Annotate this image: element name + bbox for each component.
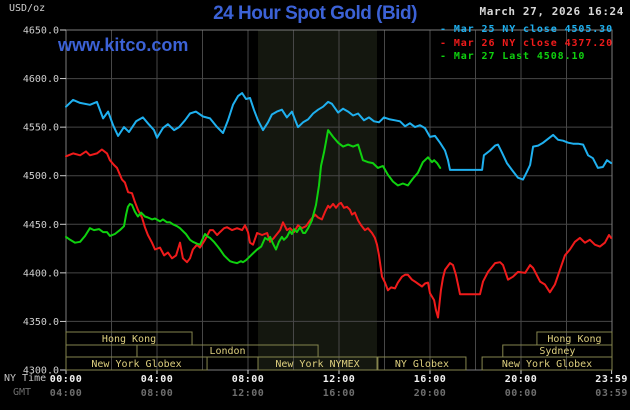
y-axis-tick-label: 4400.0 xyxy=(23,268,59,279)
y-axis-tick-label: 4550.0 xyxy=(23,123,59,134)
y-axis-unit-label: USD/oz xyxy=(9,3,46,14)
page-title: 24 Hour Spot Gold (Bid) xyxy=(213,3,417,24)
ny-time-tick-label: 08:00 xyxy=(232,374,265,385)
y-axis-tick-label: 4300.0 xyxy=(23,366,59,377)
y-axis-tick-label: 4450.0 xyxy=(23,220,59,231)
ny-time-tick-label: 20:00 xyxy=(505,374,538,385)
session-label: New York Globex xyxy=(91,359,181,370)
session-box-new-york-globex xyxy=(65,356,208,371)
y-axis-tick-label: 4600.0 xyxy=(23,74,59,85)
session-label: Hong Kong xyxy=(102,334,156,345)
session-label: NY Globex xyxy=(395,359,449,370)
ny-time-tick-label: 16:00 xyxy=(414,374,447,385)
session-box-ny-globex xyxy=(377,356,467,371)
ny-time-tick-label: 12:00 xyxy=(323,374,356,385)
series-line-1-mar-26 xyxy=(65,148,613,319)
session-box-london xyxy=(136,344,319,358)
session-label: New York Globex xyxy=(502,359,592,370)
ny-time-tick-label: 00:00 xyxy=(50,374,83,385)
legend-dash-marker: - xyxy=(440,37,454,49)
gmt-tick-label: 12:00 xyxy=(232,388,265,399)
legend-text: Mar 25 NY close 4505.30 xyxy=(453,24,614,35)
chart-datetime: March 27, 2026 16:24 xyxy=(479,5,624,18)
y-axis-tick-label: 4650.0 xyxy=(23,26,59,37)
legend-dash-marker: - xyxy=(440,24,454,35)
gmt-tick-label: 04:00 xyxy=(50,388,83,399)
legend-item-2: - Mar 27 Last 4508.10 xyxy=(440,50,613,64)
session-box-new-york-nymex xyxy=(257,356,378,371)
session-label: London xyxy=(209,346,245,357)
legend-item-0: - Mar 25 NY close 4505.30 xyxy=(440,23,613,37)
y-axis-tick-label: 4500.0 xyxy=(23,171,59,182)
kitco-website-link[interactable]: www.kitco.com xyxy=(58,35,189,55)
gmt-tick-label: 16:00 xyxy=(323,388,356,399)
ny-time-tick-label: 23:59 xyxy=(595,374,628,385)
gmt-tick-label: 20:00 xyxy=(414,388,447,399)
session-label: Hong Kong xyxy=(547,334,601,345)
ny-time-tick-label: 04:00 xyxy=(141,374,174,385)
gmt-tick-label: 00:00 xyxy=(505,388,538,399)
gmt-tick-label: 08:00 xyxy=(141,388,174,399)
session-label: Sydney xyxy=(539,346,575,357)
session-label: New York NYMEX xyxy=(275,359,359,370)
legend-dash-marker: - xyxy=(440,51,454,62)
gmt-axis-label: GMT xyxy=(13,387,32,398)
legend: - Mar 25 NY close 4505.30- Mar 26 NY clo… xyxy=(440,23,613,64)
series-line-0-mar-25 xyxy=(65,92,613,181)
gmt-tick-label: 03:59 xyxy=(595,388,628,399)
ny-time-axis-label: NY Time xyxy=(4,373,47,384)
series-line-2-mar-27 xyxy=(65,129,442,265)
session-box-unlabeled xyxy=(65,344,138,358)
legend-text: Mar 27 Last 4508.10 xyxy=(453,51,586,62)
y-axis-tick-label: 4350.0 xyxy=(23,317,59,328)
legend-text: Mar 26 NY close 4377.20 xyxy=(453,37,614,49)
session-box-new-york-globex xyxy=(481,356,613,371)
legend-item-1: - Mar 26 NY close 4377.20 xyxy=(440,37,613,51)
